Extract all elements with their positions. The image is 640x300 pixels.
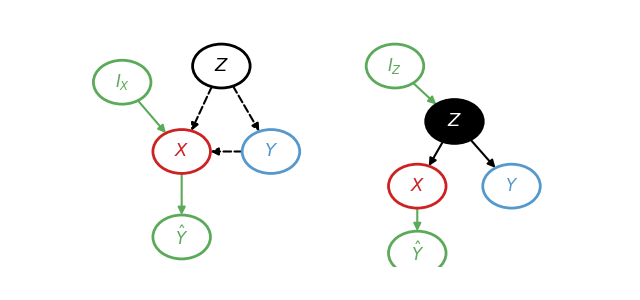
Text: $\hat{Y}$: $\hat{Y}$ [175,225,188,249]
Text: $Z$: $Z$ [447,112,462,130]
Ellipse shape [426,100,483,143]
Ellipse shape [388,231,446,275]
Text: $I_Z$: $I_Z$ [387,56,403,76]
Text: $Y$: $Y$ [505,177,518,195]
Text: $Z$: $Z$ [214,57,229,75]
Text: $\hat{Y}$: $\hat{Y}$ [411,241,424,265]
Ellipse shape [153,130,211,173]
Ellipse shape [93,60,151,104]
Text: $Y$: $Y$ [264,142,278,160]
Ellipse shape [193,44,250,88]
Ellipse shape [366,44,424,88]
Ellipse shape [388,164,446,208]
Text: $X$: $X$ [174,142,189,160]
Text: $X$: $X$ [410,177,425,195]
Text: $I_X$: $I_X$ [115,72,130,92]
Ellipse shape [242,130,300,173]
Ellipse shape [153,215,211,259]
Ellipse shape [483,164,540,208]
